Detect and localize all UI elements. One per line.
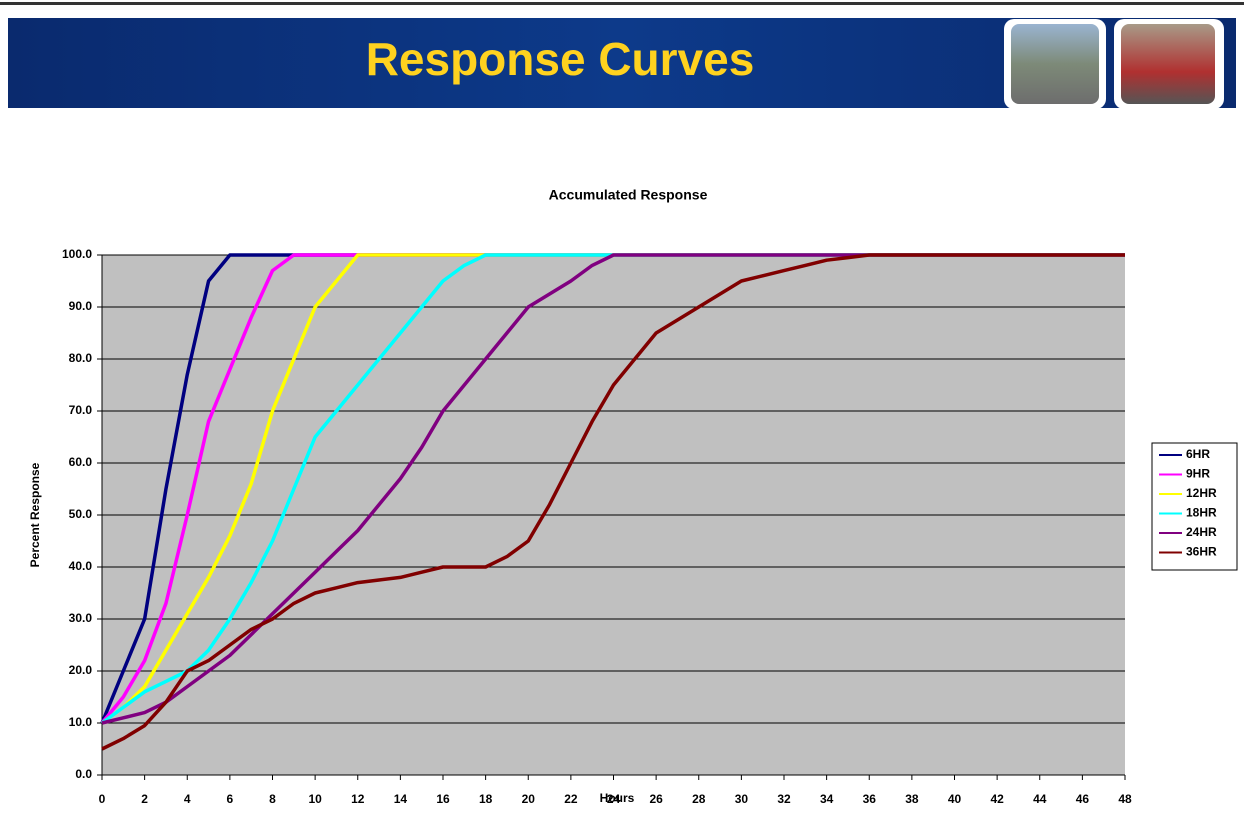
y-tick-label: 70.0 bbox=[69, 403, 93, 417]
y-tick-label: 40.0 bbox=[69, 559, 93, 573]
y-axis-label: Percent Response bbox=[28, 462, 42, 567]
y-tick-label: 20.0 bbox=[69, 663, 93, 677]
y-tick-label: 90.0 bbox=[69, 299, 93, 313]
x-tick-label: 24 bbox=[607, 792, 621, 806]
legend-label: 36HR bbox=[1186, 545, 1217, 559]
y-tick-label: 30.0 bbox=[69, 611, 93, 625]
x-tick-label: 18 bbox=[479, 792, 493, 806]
top-rule bbox=[0, 2, 1244, 5]
y-tick-label: 80.0 bbox=[69, 351, 93, 365]
y-tick-label: 50.0 bbox=[69, 507, 93, 521]
x-tick-label: 0 bbox=[99, 792, 106, 806]
x-tick-label: 22 bbox=[564, 792, 578, 806]
slide: Response Curves Accumulated Response Hou… bbox=[0, 0, 1244, 833]
x-tick-label: 34 bbox=[820, 792, 834, 806]
x-tick-label: 26 bbox=[649, 792, 663, 806]
x-tick-label: 6 bbox=[227, 792, 234, 806]
photo-bus bbox=[1121, 24, 1215, 104]
x-tick-label: 40 bbox=[948, 792, 962, 806]
legend-label: 24HR bbox=[1186, 525, 1217, 539]
x-tick-label: 46 bbox=[1076, 792, 1090, 806]
legend-label: 9HR bbox=[1186, 467, 1210, 481]
legend-label: 6HR bbox=[1186, 447, 1210, 461]
x-tick-label: 8 bbox=[269, 792, 276, 806]
x-tick-label: 42 bbox=[990, 792, 1004, 806]
x-tick-label: 2 bbox=[141, 792, 148, 806]
legend-label: 18HR bbox=[1186, 506, 1217, 520]
x-tick-label: 32 bbox=[777, 792, 791, 806]
chart-title: Accumulated Response bbox=[549, 187, 708, 203]
x-tick-label: 10 bbox=[308, 792, 322, 806]
x-tick-label: 36 bbox=[863, 792, 877, 806]
y-tick-label: 100.0 bbox=[62, 247, 92, 261]
x-tick-label: 38 bbox=[905, 792, 919, 806]
x-tick-label: 48 bbox=[1118, 792, 1132, 806]
x-tick-label: 28 bbox=[692, 792, 706, 806]
legend-label: 12HR bbox=[1186, 486, 1217, 500]
x-tick-label: 14 bbox=[394, 792, 408, 806]
x-tick-label: 44 bbox=[1033, 792, 1047, 806]
x-tick-label: 12 bbox=[351, 792, 365, 806]
photo-highway bbox=[1011, 24, 1099, 104]
y-tick-label: 0.0 bbox=[75, 767, 92, 781]
x-tick-label: 16 bbox=[436, 792, 450, 806]
x-tick-label: 20 bbox=[522, 792, 536, 806]
y-tick-label: 10.0 bbox=[69, 715, 93, 729]
x-tick-label: 4 bbox=[184, 792, 191, 806]
y-tick-label: 60.0 bbox=[69, 455, 93, 469]
header-title: Response Curves bbox=[366, 33, 755, 85]
x-tick-label: 30 bbox=[735, 792, 749, 806]
